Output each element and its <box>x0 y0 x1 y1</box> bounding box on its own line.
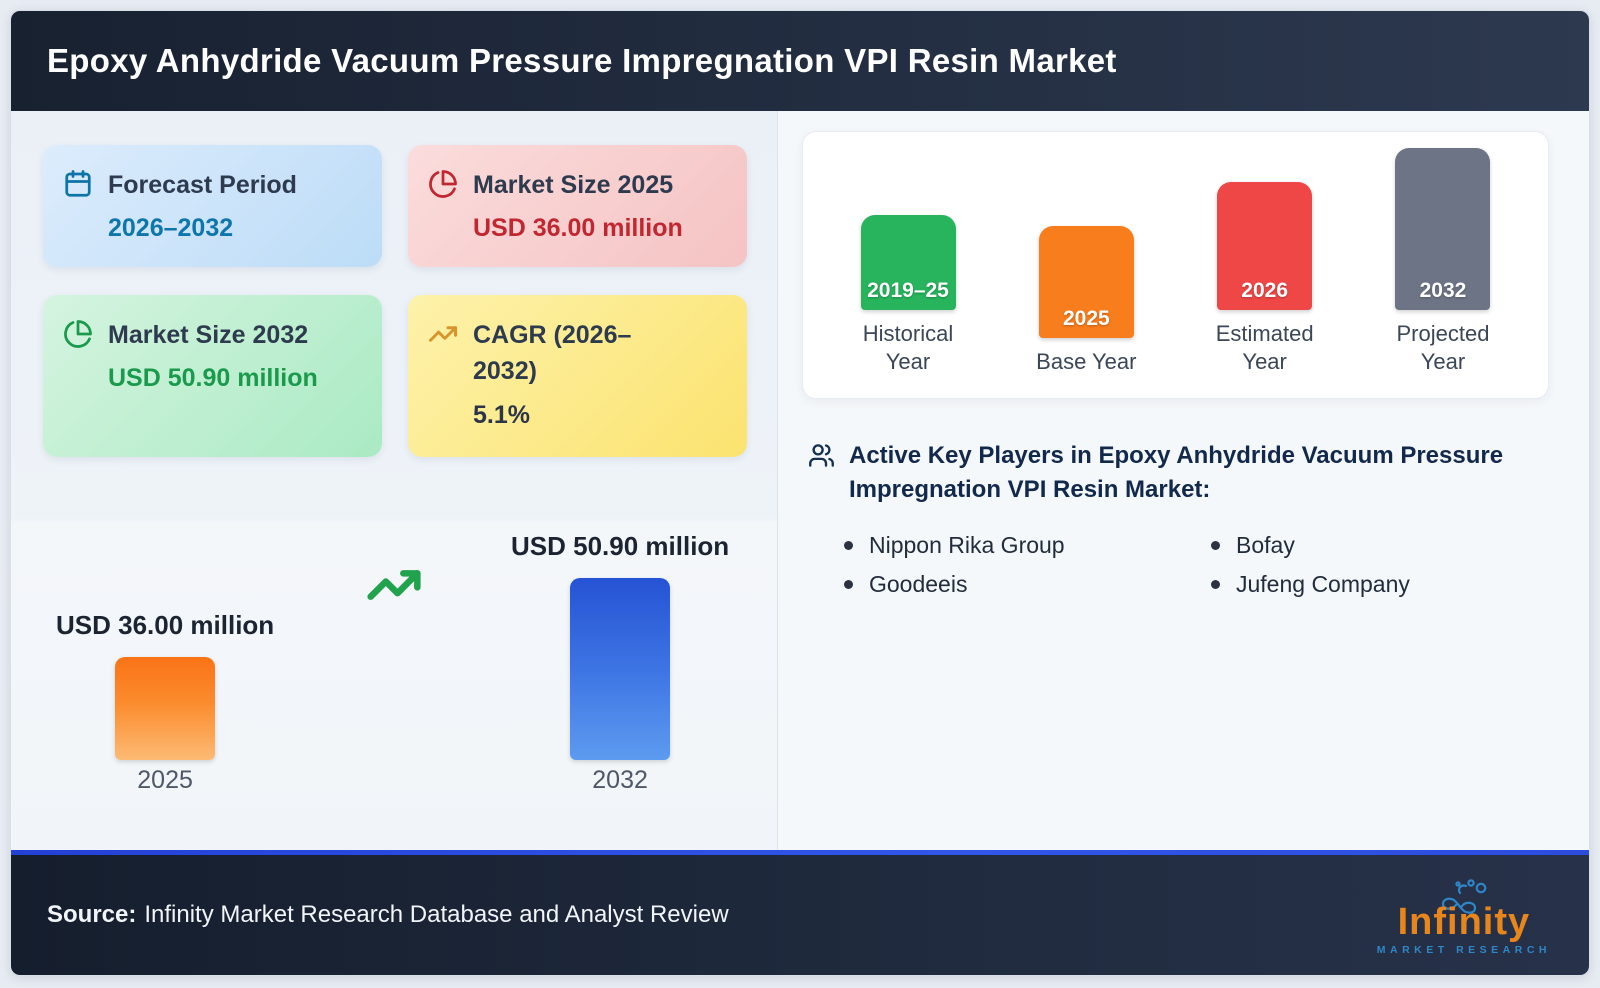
main-content: Forecast Period 2026–2032 Market Size 20… <box>11 111 1589 850</box>
card-forecast-period: Forecast Period 2026–2032 <box>43 145 382 267</box>
key-players-column-1: Nippon Rika Group Goodeeis <box>844 532 1211 598</box>
card-market-size-2032: Market Size 2032 USD 50.90 million <box>43 295 382 457</box>
card-market-size-2025: Market Size 2025 USD 36.00 million <box>408 145 747 267</box>
list-item: Jufeng Company <box>1211 571 1578 598</box>
card-value: USD 50.90 million <box>108 364 318 393</box>
timeline-group-projected: 2032 Projected Year <box>1378 147 1508 376</box>
growth-bar-group-2025: USD 36.00 million 2025 <box>56 610 274 795</box>
header-bar: Epoxy Anhydride Vacuum Pressure Impregna… <box>11 11 1589 111</box>
logo-wordmark: Infinity <box>1397 900 1531 943</box>
footer-accent-line <box>11 850 1589 855</box>
card-value: 5.1% <box>473 400 530 429</box>
bar-2032 <box>570 578 671 760</box>
card-value: USD 36.00 million <box>473 214 683 243</box>
trending-up-arrow-icon <box>359 557 429 613</box>
bar-year-text: 2032 <box>1419 278 1467 302</box>
calendar-icon <box>63 169 93 199</box>
card-cagr: CAGR (2026–2032) 5.1% <box>408 295 747 457</box>
stat-cards: Forecast Period 2026–2032 Market Size 20… <box>43 145 747 457</box>
bar-caption: Base Year <box>1036 348 1137 374</box>
list-item: Nippon Rika Group <box>844 532 1211 559</box>
source-line: Source: Infinity Market Research Database… <box>47 901 729 929</box>
page-title: Epoxy Anhydride Vacuum Pressure Impregna… <box>47 42 1117 79</box>
key-players-heading-row: Active Key Players in Epoxy Anhydride Va… <box>808 439 1549 506</box>
timeline-group-base: 2025 Base Year <box>1021 225 1151 376</box>
infographic-poster: Epoxy Anhydride Vacuum Pressure Impregna… <box>10 10 1590 976</box>
bar-year-text: 2026 <box>1241 278 1289 302</box>
growth-bar-group-2032: USD 50.90 million 2032 <box>511 531 729 795</box>
footer-bar: Source: Infinity Market Research Database… <box>11 855 1589 975</box>
pie-chart-icon <box>428 169 458 199</box>
timeline-group-estimated: 2026 Estimated Year <box>1200 181 1330 376</box>
historical-year-bar: 2019–25 <box>860 214 956 310</box>
trending-up-icon <box>428 319 458 349</box>
card-title: Market Size 2032 <box>108 321 309 349</box>
key-players-list: Nippon Rika Group Goodeeis Bofay Jufeng … <box>844 532 1589 598</box>
list-item: Goodeeis <box>844 571 1211 598</box>
card-title: CAGR (2026–2032) <box>473 321 632 386</box>
bar-year-label: 2032 <box>592 766 648 794</box>
list-item: Bofay <box>1211 532 1578 559</box>
projected-year-bar: 2032 <box>1395 147 1491 310</box>
key-players-heading: Active Key Players in Epoxy Anhydride Va… <box>849 442 1504 503</box>
bar-value-label: USD 36.00 million <box>56 610 275 640</box>
card-value: 2026–2032 <box>108 214 234 243</box>
bar-year-text: 2025 <box>1062 306 1110 330</box>
pie-chart-icon <box>63 319 93 349</box>
users-icon <box>808 442 835 469</box>
estimated-year-bar: 2026 <box>1217 181 1313 310</box>
base-year-bar: 2025 <box>1038 225 1134 338</box>
key-players-column-2: Bofay Jufeng Company <box>1211 532 1578 598</box>
source-text: Infinity Market Research Database and An… <box>144 901 729 928</box>
timeline-group-historical: 2019–25 Historical Year <box>843 214 973 376</box>
bar-value-label: USD 50.90 million <box>511 531 730 561</box>
left-panel: Forecast Period 2026–2032 Market Size 20… <box>11 111 778 850</box>
infinity-market-research-logo: Infinity MARKET RESEARCH <box>1377 875 1551 956</box>
source-label: Source: <box>47 901 137 928</box>
logo-subtitle: MARKET RESEARCH <box>1376 943 1551 956</box>
timeline-card: 2019–25 Historical Year 2025 Base Year 2… <box>802 131 1549 399</box>
bar-year-text: 2019–25 <box>867 278 949 302</box>
bar-year-label: 2025 <box>137 766 193 794</box>
timeline-bars: 2019–25 Historical Year 2025 Base Year 2… <box>803 147 1548 376</box>
infinity-swirl-icon <box>1441 878 1487 914</box>
card-title: Forecast Period <box>108 171 297 199</box>
card-title: Market Size 2025 <box>473 171 674 199</box>
bar-caption: Estimated Year <box>1215 320 1314 374</box>
bar-caption: Historical Year <box>862 320 954 374</box>
right-panel: 2019–25 Historical Year 2025 Base Year 2… <box>778 111 1589 850</box>
bar-caption: Projected Year <box>1396 320 1490 374</box>
bar-2025 <box>115 657 216 760</box>
